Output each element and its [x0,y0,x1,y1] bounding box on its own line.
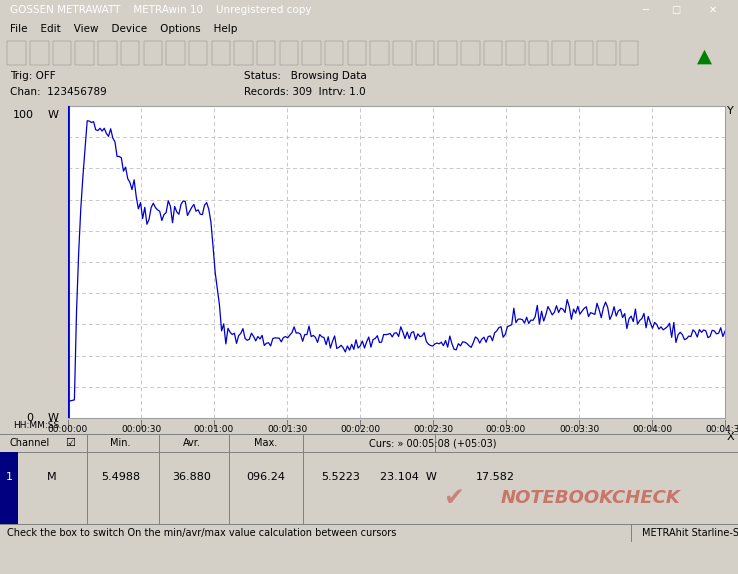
Text: |: | [286,420,289,429]
Text: ✕: ✕ [708,5,717,15]
Text: 17.582: 17.582 [476,472,515,482]
FancyBboxPatch shape [7,41,26,65]
FancyBboxPatch shape [348,41,366,65]
Text: 36.880: 36.880 [173,472,211,482]
Text: ☑: ☑ [65,438,75,448]
Text: Min.: Min. [110,438,131,448]
Text: METRAhit Starline-Seri: METRAhit Starline-Seri [642,528,738,538]
Text: NOTEBOOKCHECK: NOTEBOOKCHECK [501,489,681,507]
Text: 00:01:00: 00:01:00 [194,425,234,435]
Text: Y: Y [727,106,734,116]
Text: 0: 0 [27,413,33,423]
FancyBboxPatch shape [325,41,343,65]
Text: ─: ─ [642,5,648,15]
Text: 1: 1 [6,472,13,482]
Text: |: | [359,420,362,429]
Text: ✔: ✔ [443,486,464,510]
FancyBboxPatch shape [52,41,71,65]
Text: GOSSEN METRAWATT    METRAwin 10    Unregistered copy: GOSSEN METRAWATT METRAwin 10 Unregistere… [10,5,311,15]
Text: 00:02:30: 00:02:30 [413,425,453,435]
Text: ▲: ▲ [697,46,712,65]
Text: 00:03:30: 00:03:30 [559,425,599,435]
FancyBboxPatch shape [415,41,434,65]
Text: X: X [727,432,734,442]
FancyBboxPatch shape [552,41,570,65]
FancyBboxPatch shape [484,41,503,65]
Text: HH:MM:SS: HH:MM:SS [13,421,60,430]
Text: 00:00:00: 00:00:00 [48,425,88,435]
Text: |: | [723,420,726,429]
Text: 5.5223: 5.5223 [321,472,360,482]
Text: 00:03:00: 00:03:00 [486,425,526,435]
FancyBboxPatch shape [121,41,139,65]
Text: Status:   Browsing Data: Status: Browsing Data [244,71,366,81]
FancyBboxPatch shape [166,41,184,65]
FancyBboxPatch shape [620,41,638,65]
Text: W: W [47,110,58,120]
Text: M: M [46,472,57,482]
Text: |: | [578,420,581,429]
Text: Trig: OFF: Trig: OFF [10,71,55,81]
FancyBboxPatch shape [75,41,94,65]
FancyBboxPatch shape [303,41,321,65]
Text: W: W [47,413,58,423]
Text: 00:01:30: 00:01:30 [267,425,307,435]
Text: |: | [432,420,435,429]
FancyBboxPatch shape [506,41,525,65]
FancyBboxPatch shape [393,41,412,65]
Text: Curs: » 00:05:08 (+05:03): Curs: » 00:05:08 (+05:03) [369,438,497,448]
Text: 100: 100 [13,110,33,120]
FancyBboxPatch shape [257,41,275,65]
FancyBboxPatch shape [143,41,162,65]
Text: Check the box to switch On the min/avr/max value calculation between cursors: Check the box to switch On the min/avr/m… [7,528,397,538]
FancyBboxPatch shape [189,41,207,65]
FancyBboxPatch shape [529,41,548,65]
Text: |: | [66,420,69,429]
FancyBboxPatch shape [438,41,457,65]
FancyBboxPatch shape [280,41,298,65]
FancyBboxPatch shape [98,41,117,65]
FancyBboxPatch shape [597,41,615,65]
FancyBboxPatch shape [30,41,49,65]
Text: |: | [213,420,215,429]
Text: □: □ [672,5,681,15]
Text: |: | [139,420,142,429]
Text: |: | [505,420,508,429]
Bar [0,452,18,524]
Text: 23.104  W: 23.104 W [380,472,437,482]
FancyBboxPatch shape [212,41,230,65]
Text: 5.4988: 5.4988 [100,472,140,482]
FancyBboxPatch shape [461,41,480,65]
Text: 00:04:00: 00:04:00 [632,425,672,435]
Text: |: | [651,420,653,429]
Text: 096.24: 096.24 [246,472,285,482]
Text: 00:00:30: 00:00:30 [121,425,161,435]
Text: File    Edit    View    Device    Options    Help: File Edit View Device Options Help [10,24,237,34]
FancyBboxPatch shape [234,41,252,65]
Text: 00:02:00: 00:02:00 [340,425,380,435]
Text: Avr.: Avr. [183,438,201,448]
FancyBboxPatch shape [575,41,593,65]
Text: Max.: Max. [254,438,277,448]
FancyBboxPatch shape [370,41,389,65]
Text: Records: 309  Intrv: 1.0: Records: 309 Intrv: 1.0 [244,87,365,97]
Text: Channel: Channel [10,438,49,448]
Text: 00:04:30: 00:04:30 [705,425,738,435]
Text: Chan:  123456789: Chan: 123456789 [10,87,106,97]
